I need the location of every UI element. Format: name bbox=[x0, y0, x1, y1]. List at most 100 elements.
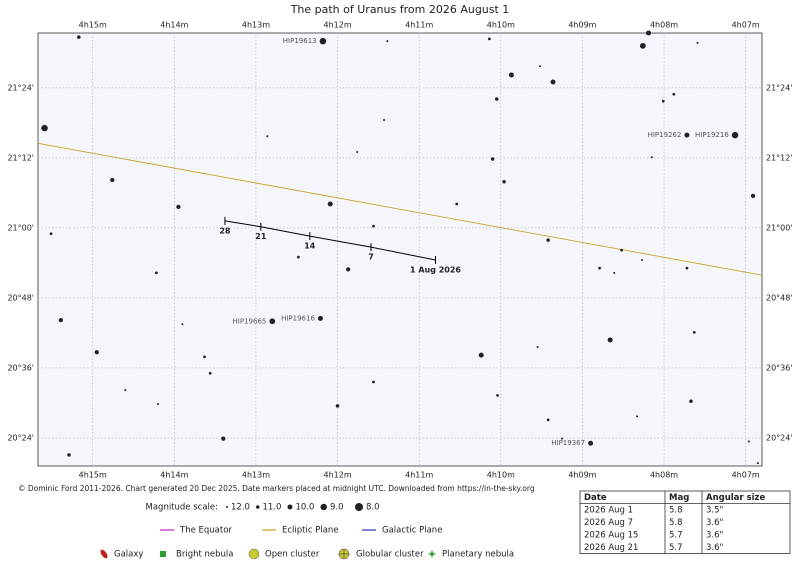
table-header: Angular size bbox=[706, 493, 765, 503]
x-tick-label: 4h11m bbox=[405, 21, 433, 30]
star bbox=[41, 124, 48, 132]
star bbox=[77, 35, 81, 39]
star bbox=[383, 118, 386, 121]
x-tick-label: 4h11m bbox=[405, 471, 433, 480]
magnitude-label: 12.0 bbox=[231, 503, 250, 513]
y-tick-label: 20°48' bbox=[7, 293, 34, 302]
star bbox=[58, 317, 63, 323]
y-tick-label: 20°24' bbox=[7, 433, 34, 442]
y-tick-label: 20°24' bbox=[766, 433, 793, 442]
star bbox=[488, 37, 491, 41]
x-tick-label: 4h13m bbox=[242, 471, 270, 480]
x-tick-label: 4h14m bbox=[160, 21, 188, 30]
star-label: HIP19613 bbox=[283, 37, 317, 45]
chart-title: The path of Uranus from 2026 August 1 bbox=[290, 3, 510, 16]
table-cell: 2026 Aug 21 bbox=[584, 543, 638, 553]
x-tick-label: 4h15m bbox=[79, 471, 107, 480]
star bbox=[650, 156, 653, 159]
table-cell: 5.7 bbox=[669, 530, 683, 540]
table-cell: 5.8 bbox=[669, 518, 683, 528]
star bbox=[661, 99, 665, 103]
star bbox=[685, 266, 689, 270]
star bbox=[496, 394, 499, 397]
star bbox=[750, 193, 756, 198]
date-label: 14 bbox=[304, 242, 316, 251]
table-cell: 3.6" bbox=[706, 543, 724, 553]
star bbox=[203, 355, 206, 359]
y-tick-label: 21°24' bbox=[766, 83, 793, 92]
date-label: 1 Aug 2026 bbox=[410, 266, 461, 275]
magnitude-label: 9.0 bbox=[330, 503, 344, 513]
object-legend-label: Planetary nebula bbox=[442, 550, 514, 560]
star bbox=[731, 131, 739, 139]
star bbox=[327, 201, 333, 207]
star bbox=[208, 371, 212, 375]
star bbox=[455, 202, 459, 206]
star bbox=[319, 37, 327, 45]
table-frame bbox=[579, 490, 791, 554]
legend-label: Galactic Plane bbox=[382, 526, 442, 536]
star bbox=[607, 337, 613, 343]
star bbox=[346, 267, 351, 272]
legend-label: The Equator bbox=[179, 526, 232, 536]
star bbox=[297, 255, 300, 259]
star-label: HIP19367 bbox=[551, 439, 585, 447]
star bbox=[538, 65, 541, 68]
table-cell: 3.5" bbox=[706, 505, 724, 515]
star bbox=[613, 271, 616, 274]
magnitude-dot bbox=[226, 506, 228, 508]
x-tick-label: 4h07m bbox=[732, 21, 760, 30]
object-legend-label: Open cluster bbox=[265, 550, 320, 560]
x-tick-label: 4h15m bbox=[79, 21, 107, 30]
star bbox=[620, 248, 623, 252]
y-tick-label: 20°48' bbox=[766, 293, 793, 302]
x-tick-label: 4h14m bbox=[160, 471, 188, 480]
star-label: HIP19262 bbox=[648, 131, 682, 139]
star bbox=[181, 323, 184, 326]
object-legend-label: Bright nebula bbox=[176, 550, 233, 560]
legend-label: Ecliptic Plane bbox=[282, 526, 339, 536]
x-tick-label: 4h13m bbox=[242, 21, 270, 30]
star bbox=[747, 440, 750, 443]
table-cell: 3.6" bbox=[706, 530, 724, 540]
star bbox=[266, 135, 269, 138]
table-cell: 5.7 bbox=[669, 543, 683, 553]
y-tick-label: 21°12' bbox=[7, 153, 34, 162]
date-label: 21 bbox=[255, 232, 267, 241]
magnitude-dot bbox=[287, 504, 293, 510]
object-legend-label: Globular cluster bbox=[356, 550, 424, 560]
star bbox=[502, 180, 506, 184]
x-tick-label: 4h12m bbox=[323, 21, 351, 30]
date-label: 7 bbox=[368, 253, 374, 262]
table-cell: 2026 Aug 15 bbox=[584, 530, 638, 540]
star bbox=[269, 318, 276, 325]
x-tick-label: 4h09m bbox=[568, 21, 596, 30]
magnitude-label: 8.0 bbox=[366, 503, 380, 513]
object-legend-label: Galaxy bbox=[114, 550, 143, 560]
star bbox=[110, 177, 115, 183]
star-label: HIP19665 bbox=[233, 317, 267, 325]
star bbox=[561, 437, 564, 440]
magnitude-dot bbox=[355, 503, 363, 511]
star bbox=[588, 440, 594, 446]
table-header: Mag bbox=[669, 493, 689, 503]
star bbox=[536, 345, 539, 348]
star bbox=[154, 271, 158, 275]
date-label: 28 bbox=[219, 226, 231, 235]
x-tick-label: 4h08m bbox=[650, 471, 678, 480]
magnitude-label: 11.0 bbox=[263, 503, 282, 513]
star bbox=[356, 151, 359, 154]
y-tick-label: 20°36' bbox=[766, 363, 793, 372]
star-label: HIP19216 bbox=[695, 131, 729, 139]
magnitude-dot bbox=[256, 505, 260, 509]
star bbox=[696, 41, 699, 44]
x-tick-label: 4h10m bbox=[487, 21, 515, 30]
star bbox=[546, 238, 550, 242]
star bbox=[639, 42, 646, 49]
star bbox=[636, 415, 639, 418]
star bbox=[317, 315, 323, 321]
star bbox=[692, 330, 696, 334]
star bbox=[67, 453, 71, 457]
star bbox=[124, 389, 127, 392]
